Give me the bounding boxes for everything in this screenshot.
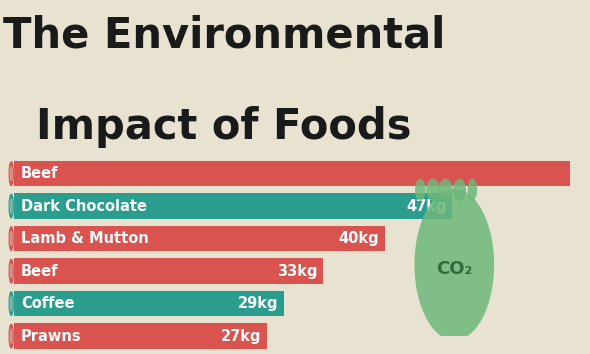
Ellipse shape xyxy=(453,178,466,201)
Circle shape xyxy=(10,232,12,246)
Text: Prawns: Prawns xyxy=(21,329,81,344)
Text: 29kg: 29kg xyxy=(238,296,278,311)
Bar xyxy=(14,324,267,349)
Circle shape xyxy=(9,161,14,186)
Circle shape xyxy=(10,166,12,181)
Text: Beef: Beef xyxy=(21,264,58,279)
Circle shape xyxy=(9,324,13,348)
Text: 27kg: 27kg xyxy=(221,329,261,344)
Bar xyxy=(14,291,284,316)
Circle shape xyxy=(9,227,13,250)
Ellipse shape xyxy=(426,178,440,201)
Text: CO₂: CO₂ xyxy=(436,261,473,278)
Ellipse shape xyxy=(439,178,453,201)
Bar xyxy=(14,258,323,284)
Circle shape xyxy=(9,324,14,349)
Circle shape xyxy=(9,292,13,315)
Bar xyxy=(14,161,571,186)
Circle shape xyxy=(10,329,12,343)
Circle shape xyxy=(9,162,13,185)
Circle shape xyxy=(9,258,14,284)
Text: Impact of Foods: Impact of Foods xyxy=(37,106,412,148)
Text: 47kg: 47kg xyxy=(406,199,447,213)
Text: Beef: Beef xyxy=(21,166,58,181)
Circle shape xyxy=(9,259,13,283)
Circle shape xyxy=(10,264,12,278)
Circle shape xyxy=(9,193,14,219)
Bar xyxy=(14,226,385,251)
Text: Coffee: Coffee xyxy=(21,296,74,311)
Circle shape xyxy=(9,291,14,316)
Circle shape xyxy=(10,297,12,311)
Ellipse shape xyxy=(468,178,477,201)
Text: The Environmental: The Environmental xyxy=(3,15,445,57)
Text: 40kg: 40kg xyxy=(339,231,379,246)
Text: Dark Chocolate: Dark Chocolate xyxy=(21,199,147,213)
Circle shape xyxy=(10,199,12,213)
Circle shape xyxy=(9,226,14,251)
Circle shape xyxy=(9,194,13,218)
Ellipse shape xyxy=(415,189,494,340)
Text: 33kg: 33kg xyxy=(277,264,317,279)
Bar xyxy=(14,193,453,219)
Ellipse shape xyxy=(415,178,425,201)
Text: Lamb & Mutton: Lamb & Mutton xyxy=(21,231,149,246)
